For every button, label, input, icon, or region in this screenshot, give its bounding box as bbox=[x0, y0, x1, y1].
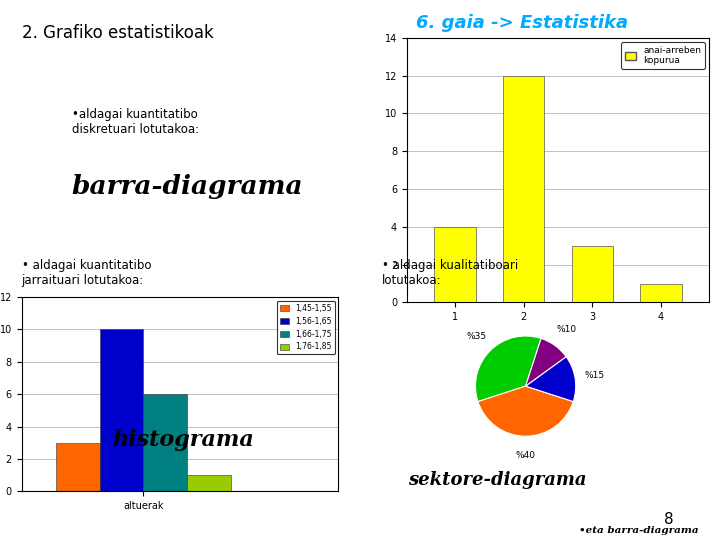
Bar bbox=[503, 76, 544, 302]
Bar bbox=[55, 443, 99, 491]
Text: • aldagai kuantitatibo
jarraituari lotutakoa:: • aldagai kuantitatibo jarraituari lotut… bbox=[22, 259, 151, 287]
Text: %40: %40 bbox=[516, 451, 536, 460]
Text: %15: %15 bbox=[585, 371, 604, 380]
Text: %35: %35 bbox=[467, 333, 487, 341]
Text: •aldagai kuantitatibo
diskretuari lotutakoa:: •aldagai kuantitatibo diskretuari lotuta… bbox=[72, 108, 199, 136]
Text: 8: 8 bbox=[664, 511, 673, 526]
Text: %10: %10 bbox=[557, 325, 577, 334]
Text: sektore-diagrama: sektore-diagrama bbox=[408, 471, 586, 489]
Wedge shape bbox=[526, 339, 566, 386]
Wedge shape bbox=[478, 386, 573, 436]
Bar bbox=[99, 329, 143, 491]
Bar bbox=[187, 475, 231, 491]
Bar bbox=[641, 284, 682, 302]
Bar bbox=[572, 246, 613, 302]
Legend: 1,45-1,55, 1,56-1,65, 1,66-1,75, 1,76-1,85: 1,45-1,55, 1,56-1,65, 1,66-1,75, 1,76-1,… bbox=[276, 301, 335, 354]
Text: •eta barra-diagrama: •eta barra-diagrama bbox=[579, 525, 698, 535]
Legend: anai-arreben
kopurua: anai-arreben kopurua bbox=[621, 42, 705, 69]
Wedge shape bbox=[526, 356, 576, 402]
Wedge shape bbox=[475, 336, 541, 402]
Bar bbox=[143, 394, 187, 491]
Text: histograma: histograma bbox=[113, 429, 254, 451]
Bar bbox=[434, 227, 475, 302]
Text: • aldagai kualitatiboari
lotutakoa:: • aldagai kualitatiboari lotutakoa: bbox=[382, 259, 518, 287]
Text: 6. gaia -> Estatistika: 6. gaia -> Estatistika bbox=[416, 14, 628, 31]
Text: barra-diagrama: barra-diagrama bbox=[71, 174, 303, 199]
Text: 2. Grafiko estatistikoak: 2. Grafiko estatistikoak bbox=[22, 24, 213, 42]
